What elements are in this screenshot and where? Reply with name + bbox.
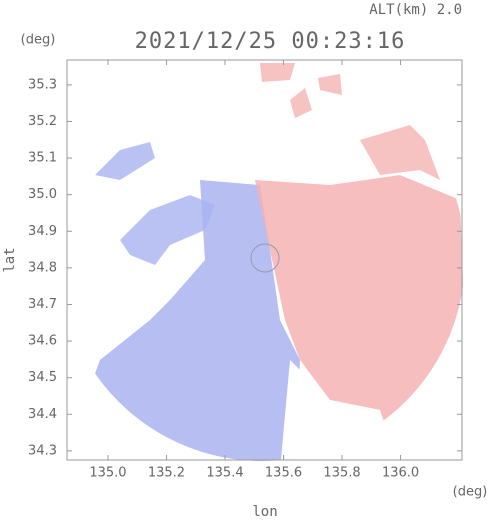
receding-area (318, 74, 342, 95)
y-tick-label: 35.2 (28, 114, 57, 129)
y-tick-label: 34.6 (28, 334, 57, 349)
x-tick-label: 135.8 (323, 466, 360, 481)
x-tick-label: 135.0 (89, 466, 126, 481)
y-tick-label: 34.3 (28, 443, 57, 458)
y-tick-label: 35.0 (28, 187, 57, 202)
x-unit: (deg) (453, 485, 488, 500)
approaching-area (60, 180, 300, 461)
y-unit: (deg) (21, 33, 56, 48)
altitude-label: ALT(km) 2.0 (369, 2, 462, 18)
y-tick-label: 34.4 (28, 407, 57, 422)
clutter-ring (250, 243, 280, 273)
receding-area (260, 63, 295, 82)
radar-field (60, 175, 465, 461)
x-tick-label: 135.6 (265, 466, 302, 481)
y-tick-label: 34.9 (28, 224, 57, 239)
y-tick-label: 34.7 (28, 297, 57, 312)
y-tick-label: 34.5 (28, 370, 57, 385)
x-tick-label: 135.2 (148, 466, 185, 481)
approaching-area (120, 195, 215, 265)
plot-frame (66, 59, 463, 461)
chart-title: 2021/12/25 00:23:16 (135, 29, 406, 54)
receding-area (290, 88, 312, 118)
approaching-area (95, 142, 155, 180)
x-tick-label: 135.4 (206, 466, 243, 481)
y-tick-label: 35.1 (28, 151, 57, 166)
y-axis-label: lat (2, 247, 18, 272)
x-axis-label: lon (252, 504, 277, 520)
y-tick-label: 34.8 (28, 260, 57, 275)
y-tick-label: 35.3 (28, 77, 57, 92)
x-tick-label: 136.0 (382, 466, 419, 481)
receding-area (360, 125, 440, 180)
